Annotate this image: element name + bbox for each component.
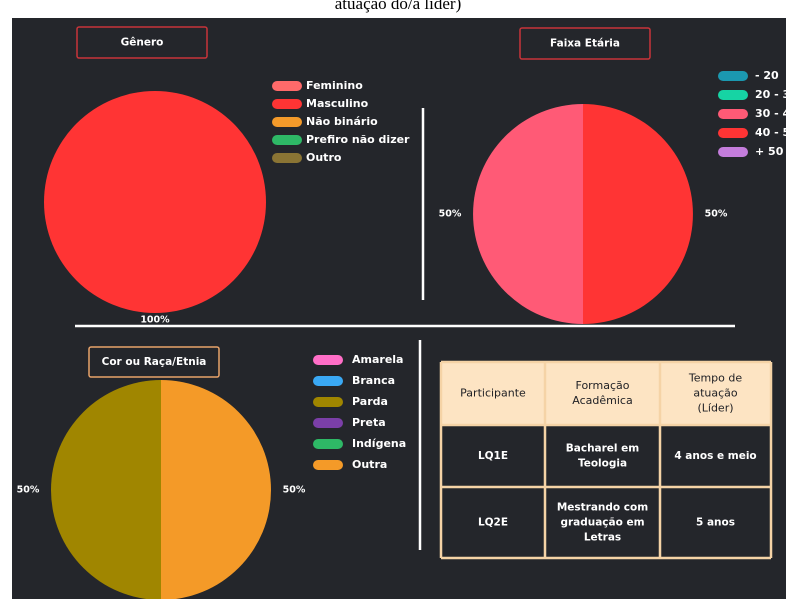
legend-swatch: [313, 397, 343, 407]
table-cell: 4 anos e meio: [674, 450, 756, 462]
legend-swatch: [718, 109, 748, 119]
legend-swatch: [313, 355, 343, 365]
pie-slice: [44, 91, 266, 313]
legend-swatch: [313, 418, 343, 428]
legend-swatch: [272, 117, 302, 127]
table-header-bg: [441, 362, 771, 425]
value-label: 50%: [439, 209, 462, 220]
dashboard: Gênero 100% Feminino Masculino Não binário Pr…: [12, 18, 798, 599]
value-label: 50%: [705, 209, 728, 220]
column-header: Participante: [460, 387, 526, 400]
legend-label: 30 - 40: [755, 107, 798, 120]
pie-slice: [583, 104, 693, 324]
pie-chart: Faixa Etária 50% 50% - 20 20 - 30 30 - 40 40 -…: [439, 27, 798, 324]
pie-slice: [161, 380, 271, 599]
value-label: 50%: [17, 485, 40, 496]
table-cell: Mestrando com graduação em Letras: [557, 502, 648, 544]
pie-slice: [51, 380, 161, 599]
pie-chart: Cor ou Raça/Etnia 50% 50% Amarela Branca Pard…: [17, 346, 406, 599]
legend-label: Masculino: [306, 97, 369, 110]
table-cell: LQ1E: [478, 450, 508, 462]
legend-swatch: [272, 81, 302, 91]
chart-title: Faixa Etária: [550, 38, 620, 50]
legend-swatch: [313, 460, 343, 470]
legend-label: Outra: [352, 458, 387, 471]
legend-swatch: [313, 439, 343, 449]
header-text: atuação do/a líder): [335, 0, 462, 13]
value-label: 50%: [283, 485, 306, 496]
legend-swatch: [718, 90, 748, 100]
legend-swatch: [718, 71, 748, 81]
table: Participante Formação Acadêmica Tempo de atu…: [439, 360, 773, 560]
legend-swatch: [313, 376, 343, 386]
charts: Gênero 100% Feminino Masculino Não binário Pr…: [17, 26, 798, 599]
pie-slice: [473, 104, 583, 324]
column-header: Tempo de atuação (Líder): [688, 372, 743, 415]
legend-label: 40 - 50: [755, 126, 798, 139]
chart-title: Cor ou Raça/Etnia: [102, 356, 207, 368]
title-box: [519, 27, 651, 60]
title-box: [76, 26, 208, 59]
pie-chart: Gênero 100% Feminino Masculino Não binário Pr…: [44, 26, 410, 326]
legend-label: + 50: [755, 145, 784, 158]
value-label: 100%: [140, 315, 170, 326]
chart-title: Gênero: [121, 37, 164, 49]
legend-label: Amarela: [352, 353, 403, 366]
table-cell: 5 anos: [696, 517, 735, 529]
legend-swatch: [272, 99, 302, 109]
legend-label: Outro: [306, 151, 342, 164]
legend-swatch: [718, 147, 748, 157]
title-box: [88, 346, 220, 378]
legend-label: Prefiro não dizer: [306, 133, 410, 146]
table-cell: Bacharel em Teologia: [566, 443, 640, 470]
legend-label: Indígena: [352, 437, 406, 450]
legend-label: Branca: [352, 374, 395, 387]
legend-label: Preta: [352, 416, 386, 429]
legend-label: - 20: [755, 69, 779, 82]
table-cell: LQ2E: [478, 517, 508, 529]
legend-label: Não binário: [306, 115, 378, 128]
legend-swatch: [272, 153, 302, 163]
legend-label: 20 - 30: [755, 88, 798, 101]
legend-swatch: [718, 128, 748, 138]
legend-swatch: [272, 135, 302, 145]
legend-label: Feminino: [306, 79, 363, 92]
column-header: Formação Acadêmica: [572, 379, 632, 407]
legend-label: Parda: [352, 395, 388, 408]
